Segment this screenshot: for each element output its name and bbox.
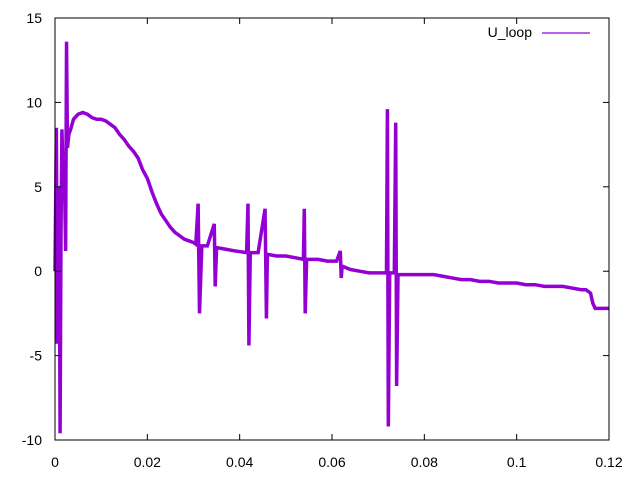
x-tick-label: 0.04 bbox=[226, 454, 253, 470]
x-tick-label: 0 bbox=[51, 454, 59, 470]
legend-label-u-loop: U_loop bbox=[488, 24, 533, 40]
y-tick-label: 10 bbox=[26, 94, 42, 110]
x-tick-label: 0.1 bbox=[507, 454, 527, 470]
y-tick-label: 0 bbox=[34, 263, 42, 279]
legend: U_loop bbox=[488, 24, 590, 40]
y-tick-label: 5 bbox=[34, 179, 42, 195]
tick-layer: 0 0.02 0.04 0.06 0.08 0.1 0.12 -10 -5 0 5 10 15 bbox=[22, 10, 623, 470]
x-tick-label: 0.02 bbox=[134, 454, 161, 470]
y-tick-label: -10 bbox=[22, 432, 42, 448]
x-tick-label: 0.06 bbox=[318, 454, 345, 470]
y-tick-label: 15 bbox=[26, 10, 42, 26]
x-tick-label: 0.08 bbox=[411, 454, 438, 470]
series-line-u-loop bbox=[53, 41, 609, 434]
y-tick-label: -5 bbox=[30, 348, 43, 364]
x-tick-label: 0.12 bbox=[595, 454, 622, 470]
series-layer bbox=[53, 41, 609, 434]
